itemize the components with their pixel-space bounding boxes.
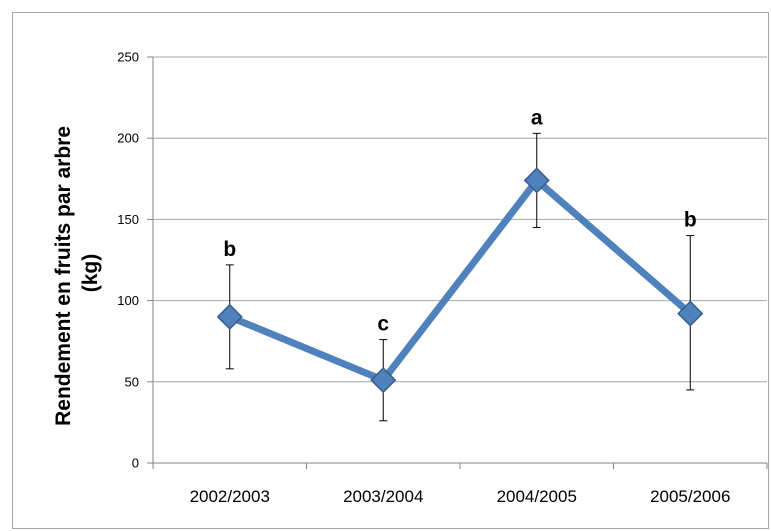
series-line-0 [226,176,694,384]
y-tick-label-100: 100 [117,293,139,308]
data-point-0 [216,303,243,330]
y-tick-labels: 0 50 100 150 200 250 [117,50,139,471]
data-points [216,167,704,394]
x-tick-label-2: 2004/2005 [497,487,577,506]
x-tick-labels: 2002/2003 2003/2004 2004/2005 2005/2006 [190,487,731,506]
y-axis-title-line-2: (kg) [79,254,102,293]
y-tick-label-250: 250 [117,50,139,65]
y-tick-label-200: 200 [117,131,139,146]
y-axis-title: Rendement en fruits par arbre (kg) [52,120,102,426]
x-tick-label-1: 2003/2004 [343,487,423,506]
y-tick-label-50: 50 [125,374,139,389]
data-point-2 [523,167,550,194]
significance-letters: b c a b [223,106,696,335]
y-tick-label-150: 150 [117,212,139,227]
y-tick-label-0: 0 [132,456,139,471]
significance-letter-0: b [223,238,236,261]
x-tick-label-0: 2002/2003 [190,487,270,506]
data-point-1 [370,367,397,394]
significance-letter-3: b [684,209,697,232]
y-axis-title-group: Rendement en fruits par arbre (kg) [52,120,102,426]
gridlines [153,56,767,383]
y-axis-title-line-1: Rendement en fruits par arbre [52,126,75,426]
significance-letter-1: c [377,313,389,336]
series-lines [226,176,694,384]
data-point-3 [677,300,704,327]
significance-letter-2: a [531,106,543,129]
axes [147,56,768,469]
x-tick-label-3: 2005/2006 [650,487,730,506]
